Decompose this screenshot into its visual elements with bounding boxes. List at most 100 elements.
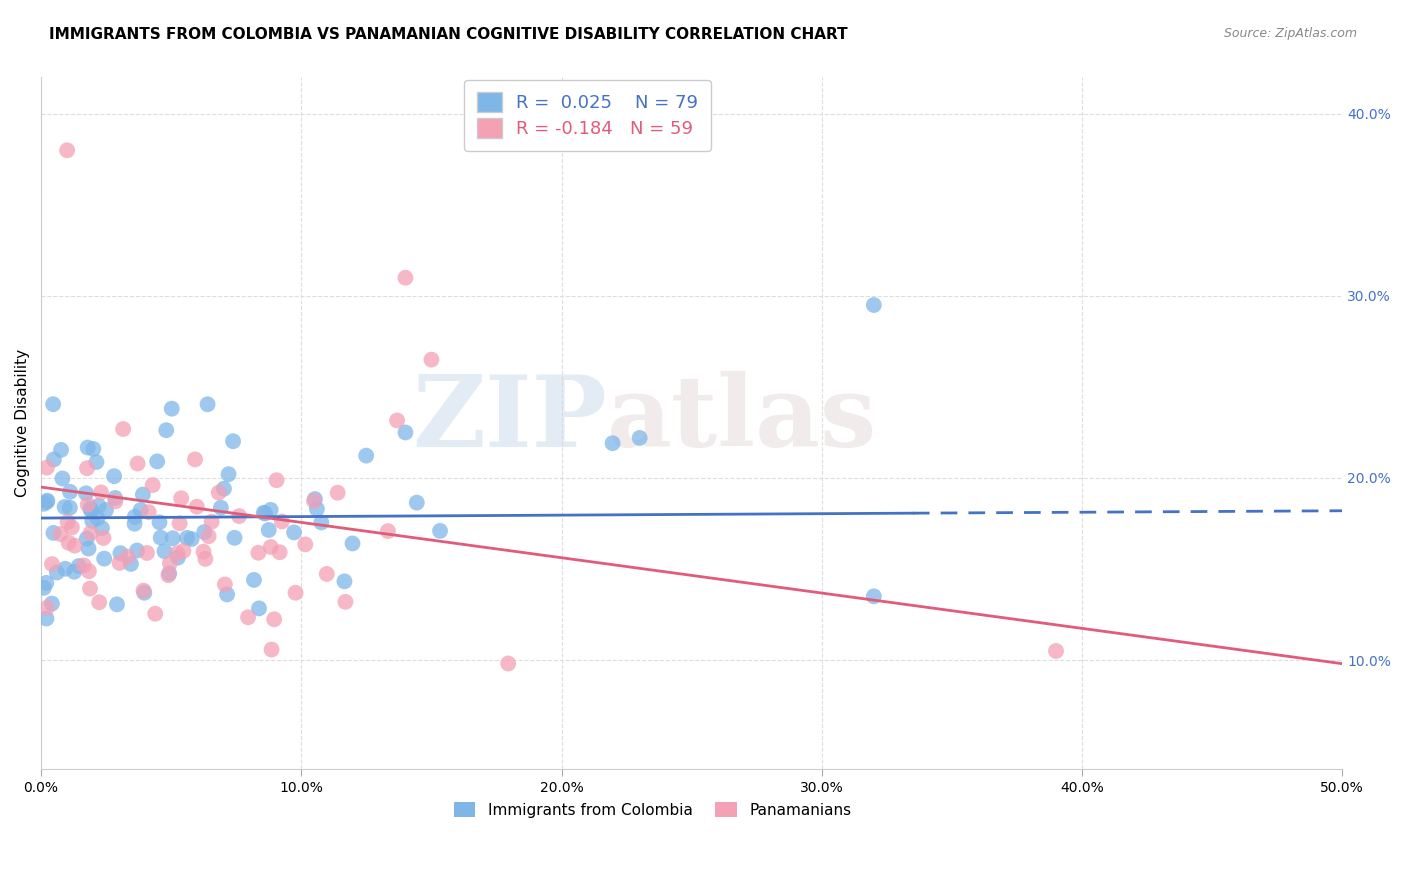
Point	[342, 536, 364, 550]
Point	[197, 529, 219, 543]
Point	[148, 516, 170, 530]
Point	[269, 545, 291, 559]
Point	[201, 515, 224, 529]
Point	[124, 509, 146, 524]
Point	[35, 575, 58, 590]
Point	[394, 425, 416, 440]
Point	[42, 525, 65, 540]
Point	[254, 507, 277, 521]
Point	[90, 485, 112, 500]
Point	[1045, 644, 1067, 658]
Point	[311, 516, 333, 530]
Point	[197, 397, 219, 411]
Point	[56, 143, 79, 157]
Text: IMMIGRANTS FROM COLOMBIA VS PANAMANIAN COGNITIVE DISABILITY CORRELATION CHART: IMMIGRANTS FROM COLOMBIA VS PANAMANIAN C…	[49, 27, 848, 42]
Point	[35, 495, 58, 509]
Point	[120, 557, 142, 571]
Point	[193, 544, 215, 558]
Point	[184, 452, 207, 467]
Point	[429, 524, 451, 538]
Point	[172, 544, 194, 558]
Point	[160, 401, 183, 416]
Point	[270, 515, 292, 529]
Point	[41, 557, 63, 571]
Point	[76, 461, 98, 475]
Point	[90, 521, 112, 535]
Point	[305, 502, 328, 516]
Point	[162, 531, 184, 545]
Point	[263, 612, 285, 626]
Point	[628, 431, 651, 445]
Point	[94, 503, 117, 517]
Point	[143, 607, 166, 621]
Point	[79, 582, 101, 596]
Point	[63, 565, 86, 579]
Point	[602, 436, 624, 450]
Point	[110, 546, 132, 560]
Point	[80, 525, 103, 540]
Point	[170, 491, 193, 506]
Point	[294, 537, 316, 551]
Point	[49, 527, 72, 541]
Point	[212, 482, 235, 496]
Point	[214, 577, 236, 591]
Point	[134, 586, 156, 600]
Point	[59, 500, 82, 515]
Point	[302, 494, 325, 508]
Point	[138, 505, 160, 519]
Point	[35, 460, 58, 475]
Point	[42, 397, 65, 411]
Point	[283, 525, 305, 540]
Point	[194, 552, 217, 566]
Point	[37, 493, 59, 508]
Point	[222, 434, 245, 449]
Point	[75, 486, 97, 500]
Point	[32, 497, 55, 511]
Point	[266, 473, 288, 487]
Point	[79, 501, 101, 516]
Point	[67, 559, 90, 574]
Point	[326, 485, 349, 500]
Legend: Immigrants from Colombia, Panamanians: Immigrants from Colombia, Panamanians	[449, 796, 858, 824]
Point	[257, 523, 280, 537]
Point	[129, 503, 152, 517]
Point	[166, 546, 188, 560]
Point	[45, 566, 67, 580]
Point	[117, 549, 139, 564]
Point	[193, 524, 215, 539]
Point	[304, 491, 326, 506]
Point	[385, 413, 408, 427]
Point	[149, 531, 172, 545]
Point	[136, 546, 159, 560]
Point	[169, 516, 191, 531]
Point	[60, 520, 83, 534]
Point	[217, 587, 239, 601]
Point	[104, 494, 127, 508]
Point	[157, 566, 180, 581]
Point	[243, 573, 266, 587]
Point	[76, 532, 98, 546]
Point	[315, 566, 337, 581]
Point	[77, 564, 100, 578]
Point	[377, 524, 399, 538]
Point	[155, 423, 177, 437]
Point	[180, 532, 202, 546]
Point	[496, 657, 519, 671]
Point	[247, 546, 270, 560]
Point	[87, 499, 110, 513]
Point	[41, 597, 63, 611]
Point	[142, 478, 165, 492]
Point	[76, 441, 98, 455]
Point	[86, 511, 108, 525]
Point	[82, 514, 104, 528]
Point	[335, 595, 357, 609]
Point	[127, 457, 149, 471]
Text: atlas: atlas	[607, 371, 877, 468]
Point	[253, 506, 276, 520]
Point	[208, 485, 231, 500]
Point	[260, 642, 283, 657]
Point	[176, 531, 198, 545]
Point	[186, 500, 208, 514]
Point	[73, 558, 96, 573]
Point	[157, 568, 180, 582]
